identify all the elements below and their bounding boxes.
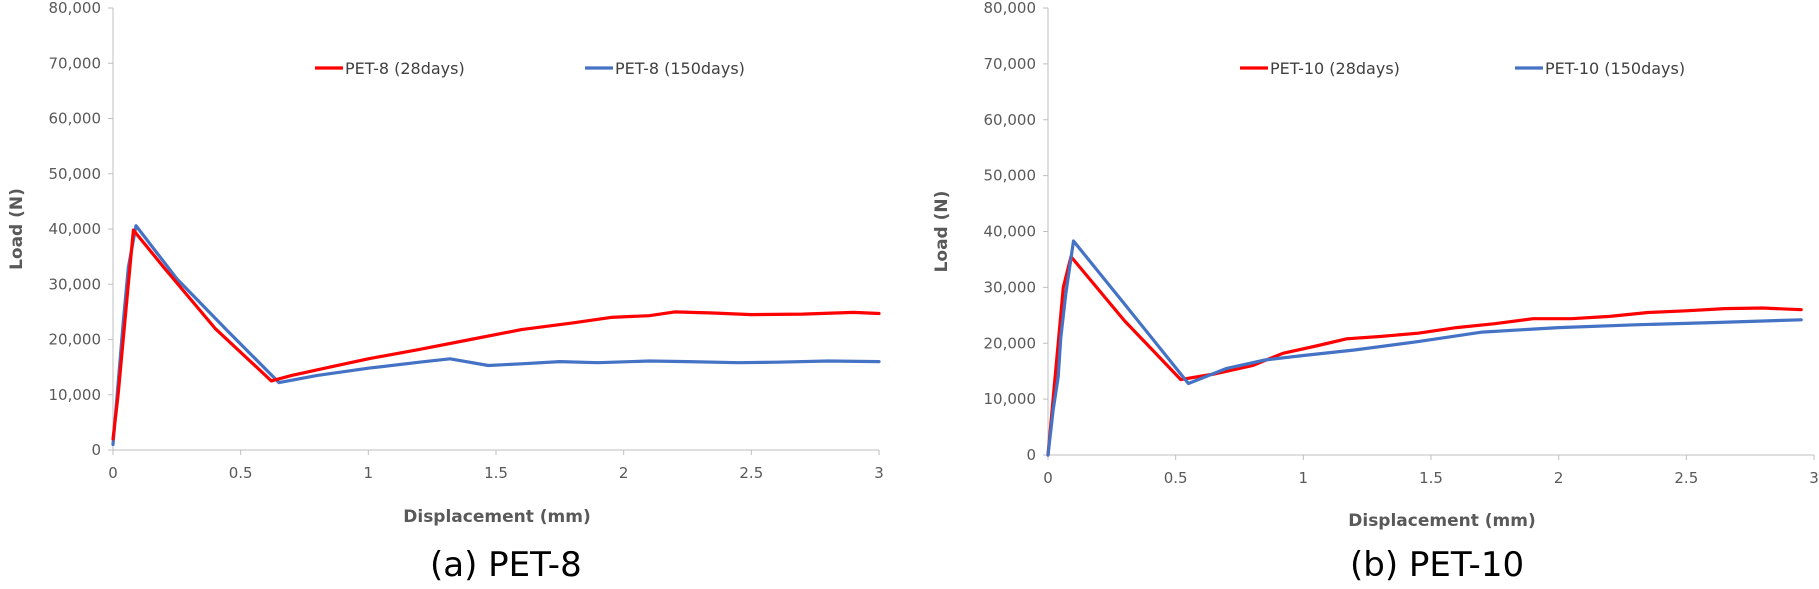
y-tick-label: 80,000 (984, 0, 1037, 17)
legend-label: PET-8 (28days) (345, 59, 465, 78)
x-tick-label: 1 (364, 464, 374, 482)
chart-panel-a: 0 10,000 20,000 30,000 40,000 50,000 60,000 70,… (0, 0, 900, 589)
caption-a: (a) PET-8 (430, 545, 582, 585)
x-tick-label: 0 (108, 464, 118, 482)
x-tick-label: 1.5 (1419, 469, 1443, 487)
x-tick-label: 2.5 (1674, 469, 1698, 487)
x-tick-label: 0.5 (229, 464, 253, 482)
x-tick-label: 3 (874, 464, 884, 482)
load-displacement-chart-a: 0 10,000 20,000 30,000 40,000 50,000 60,000 70,… (7, 0, 884, 527)
x-tick-label: 1 (1299, 469, 1309, 487)
y-tick-label: 0 (1026, 446, 1036, 464)
x-axis-title: Displacement (mm) (403, 507, 591, 527)
chart-panel-b: 0 10,000 20,000 30,000 40,000 50,000 60,000 70,… (920, 0, 1819, 589)
y-tick-label: 70,000 (984, 55, 1037, 73)
y-tick-label: 70,000 (49, 54, 102, 72)
y-tick-label: 30,000 (984, 278, 1037, 296)
y-axis-title: Load (N) (932, 191, 952, 273)
y-tick-label: 40,000 (984, 223, 1037, 241)
load-displacement-chart-b: 0 10,000 20,000 30,000 40,000 50,000 60,000 70,… (932, 0, 1819, 531)
y-tick-label: 20,000 (984, 334, 1037, 352)
series-line-28days (1046, 255, 1803, 457)
x-tick-label: 0.5 (1164, 469, 1188, 487)
y-tick-label: 50,000 (49, 165, 102, 183)
series-line-150days (1046, 239, 1803, 457)
y-tick-label: 60,000 (984, 111, 1037, 129)
x-tick-label: 0 (1043, 469, 1053, 487)
x-tick-label: 2 (1554, 469, 1564, 487)
y-tick-label: 10,000 (49, 386, 102, 404)
y-tick-label: 80,000 (49, 0, 102, 17)
y-tick-label: 50,000 (984, 167, 1037, 185)
caption-b: (b) PET-10 (1350, 545, 1525, 585)
y-tick-label: 10,000 (984, 390, 1037, 408)
y-tick-label: 40,000 (49, 220, 102, 238)
x-tick-label: 2.5 (739, 464, 763, 482)
y-tick-label: 30,000 (49, 275, 102, 293)
y-axis-title: Load (N) (7, 188, 27, 270)
x-tick-label: 1.5 (484, 464, 508, 482)
y-tick-label: 60,000 (49, 110, 102, 128)
series-line-28days (111, 228, 881, 441)
legend-label: PET-10 (28days) (1270, 59, 1400, 78)
x-tick-label: 3 (1809, 469, 1819, 487)
legend-label: PET-8 (150days) (615, 59, 745, 78)
legend-label: PET-10 (150days) (1545, 59, 1685, 78)
y-tick-label: 20,000 (49, 331, 102, 349)
y-tick-label: 0 (91, 441, 101, 459)
x-tick-label: 2 (619, 464, 629, 482)
x-axis-title: Displacement (mm) (1348, 511, 1536, 531)
